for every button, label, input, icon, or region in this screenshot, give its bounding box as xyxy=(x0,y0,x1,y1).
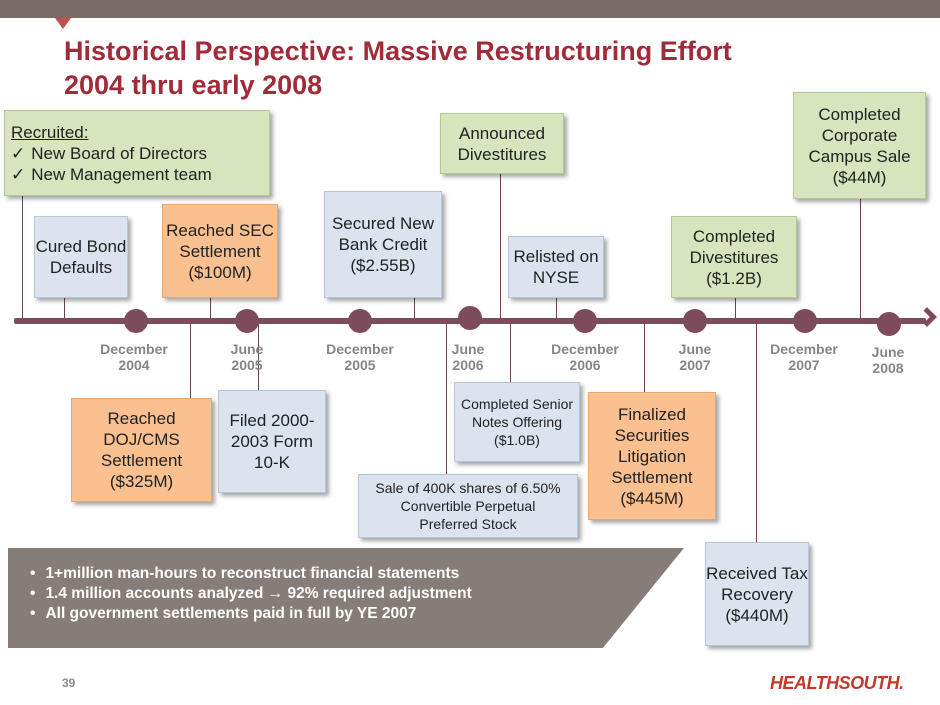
tick-month: June xyxy=(871,344,905,360)
top-notch-marker xyxy=(55,18,71,29)
event-recruited: Recruited: New Board of Directors New Ma… xyxy=(4,110,270,196)
event-senior-notes: Completed Senior Notes Offering ($1.0B) xyxy=(454,382,580,462)
timeline-marker xyxy=(573,309,597,333)
connector-cured-bond xyxy=(64,298,65,320)
connector-campus xyxy=(860,199,861,320)
connector-securities xyxy=(644,324,645,392)
page-number: 39 xyxy=(62,676,76,690)
event-label: Completed Senior Notes Offering ($1.0B) xyxy=(460,396,574,448)
connector-sec xyxy=(210,298,211,320)
summary-bullet: All government settlements paid in full … xyxy=(30,604,684,624)
timeline-marker xyxy=(793,309,817,333)
tick-year: 2007 xyxy=(679,357,711,373)
timeline-marker xyxy=(235,309,259,333)
event-label: Finalized Securities Litigation Settleme… xyxy=(611,404,693,508)
top-bar xyxy=(0,0,940,18)
timeline-marker xyxy=(877,312,901,336)
tick-month: December xyxy=(551,341,619,357)
event-label: Sale of 400K shares of 6.50% Convertible… xyxy=(375,480,561,532)
connector-preferred xyxy=(446,324,447,474)
summary-bullet: 1.4 million accounts analyzed → 92% requ… xyxy=(30,584,684,604)
connector-10k xyxy=(258,324,259,390)
event-cured-bond-defaults: Cured Bond Defaults xyxy=(34,216,128,298)
event-campus-sale: Completed Corporate Campus Sale ($44M) xyxy=(793,92,926,199)
tick-label: June 2008 xyxy=(838,344,938,376)
tick-month: June xyxy=(230,341,264,357)
event-doj-cms-settlement: Reached DOJ/CMS Settlement ($325M) xyxy=(71,398,212,502)
page-title: Historical Perspective: Massive Restruct… xyxy=(64,34,884,102)
connector-announced xyxy=(500,174,501,320)
recruited-header: Recruited: xyxy=(11,122,89,142)
tick-label: December 2006 xyxy=(535,341,635,373)
tick-year: 2006 xyxy=(452,357,484,373)
recruited-item: New Board of Directors xyxy=(11,143,207,164)
timeline-marker xyxy=(348,309,372,333)
tick-label: June 2006 xyxy=(418,341,518,373)
tick-month: December xyxy=(770,341,838,357)
event-sec-settlement: Reached SEC Settlement ($100M) xyxy=(162,204,278,298)
event-label: Relisted on NYSE xyxy=(513,247,599,287)
event-bank-credit: Secured New Bank Credit ($2.55B) xyxy=(324,191,442,298)
summary-banner: 1+million man-hours to reconstruct finan… xyxy=(8,548,684,648)
tick-month: June xyxy=(678,341,712,357)
event-tax-recovery: Received Tax Recovery ($440M) xyxy=(705,542,809,646)
tick-label: December 2007 xyxy=(754,341,854,373)
tick-label: June 2007 xyxy=(645,341,745,373)
connector-senior-notes xyxy=(510,324,511,382)
connector-completed-divest xyxy=(735,298,736,320)
event-preferred-stock: Sale of 400K shares of 6.50% Convertible… xyxy=(358,474,578,538)
event-label: Cured Bond Defaults xyxy=(35,237,127,277)
timeline-marker xyxy=(124,309,148,333)
event-label: Secured New Bank Credit ($2.55B) xyxy=(331,214,435,275)
tick-label: June 2005 xyxy=(197,341,297,373)
event-form-10k: Filed 2000-2003 Form 10-K xyxy=(218,390,326,493)
tick-year: 2007 xyxy=(788,357,820,373)
event-label: Filed 2000-2003 Form 10-K xyxy=(229,411,315,472)
healthsouth-logo: HEALTHSOUTH. xyxy=(770,673,904,693)
connector-tax xyxy=(756,324,757,542)
tick-year: 2005 xyxy=(231,357,263,373)
event-label: Received Tax Recovery ($440M) xyxy=(706,563,808,625)
tick-year: 2004 xyxy=(118,357,150,373)
event-label: Announced Divestitures xyxy=(457,123,547,164)
recruited-item: New Management team xyxy=(11,164,211,185)
event-label: Completed Divestitures ($1.2B) xyxy=(689,226,779,288)
timeline-marker xyxy=(683,309,707,333)
tick-year: 2005 xyxy=(344,357,376,373)
tick-year: 2008 xyxy=(872,360,904,376)
event-announced-divestitures: Announced Divestitures xyxy=(440,113,564,174)
timeline-marker xyxy=(458,306,482,330)
tick-month: December xyxy=(326,341,394,357)
tick-label: December 2005 xyxy=(310,341,410,373)
summary-list: 1+million man-hours to reconstruct finan… xyxy=(8,548,684,624)
summary-bullet: 1+million man-hours to reconstruct finan… xyxy=(30,564,684,584)
connector-doj xyxy=(190,324,191,398)
tick-label: December 2004 xyxy=(84,341,184,373)
event-label: Completed Corporate Campus Sale ($44M) xyxy=(808,104,911,187)
connector-recruited xyxy=(22,196,23,320)
tick-month: June xyxy=(451,341,485,357)
title-line-2: 2004 thru early 2008 xyxy=(64,70,323,100)
connector-relisted xyxy=(556,298,557,320)
event-label: Reached SEC Settlement ($100M) xyxy=(166,220,274,282)
tick-month: December xyxy=(100,341,168,357)
title-line-1: Historical Perspective: Massive Restruct… xyxy=(64,36,732,66)
event-completed-divestitures: Completed Divestitures ($1.2B) xyxy=(671,216,797,298)
event-relisted-nyse: Relisted on NYSE xyxy=(508,236,604,298)
connector-bank-credit xyxy=(414,298,415,320)
tick-year: 2006 xyxy=(569,357,601,373)
event-securities-litigation: Finalized Securities Litigation Settleme… xyxy=(588,392,716,520)
event-label: Reached DOJ/CMS Settlement ($325M) xyxy=(100,409,183,491)
